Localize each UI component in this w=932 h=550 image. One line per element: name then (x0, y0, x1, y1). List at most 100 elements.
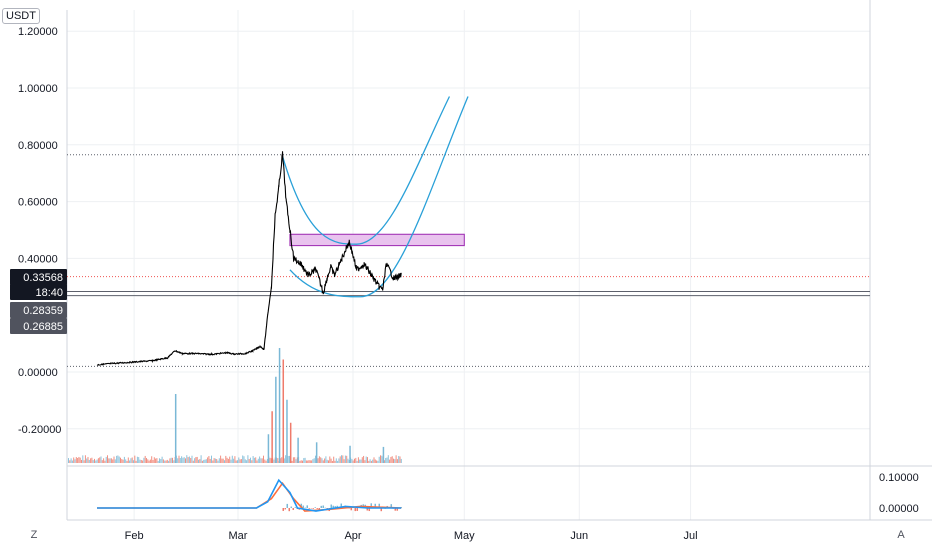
oscillator-hist-bar (332, 505, 335, 508)
volume-bar (253, 457, 255, 463)
volume-bar (365, 456, 367, 463)
volume-bar (378, 456, 380, 463)
volume-bar (357, 457, 359, 463)
volume-bar (146, 458, 147, 463)
volume-bar (331, 460, 333, 463)
auto-scale-button[interactable]: A (897, 529, 905, 541)
zoom-button[interactable]: Z (30, 529, 38, 541)
volume-bar (368, 460, 370, 463)
volume-bar (174, 394, 177, 463)
volume-bar (79, 457, 81, 463)
volume-bar (376, 460, 378, 463)
volume-bar (333, 456, 335, 463)
volume-bar (367, 457, 368, 463)
volume-bar (125, 459, 127, 463)
volume-bar (198, 459, 199, 463)
volume-bar (338, 458, 340, 463)
volume-bar (233, 458, 235, 463)
volume-bar (250, 457, 251, 463)
volume-bar (237, 460, 238, 463)
volume-bar (382, 446, 385, 463)
price-labels: 0.33568 18:40 0.28359 0.26885 (10, 269, 67, 334)
cup-curve[interactable] (281, 96, 451, 245)
oscillator-hist-bar (374, 503, 377, 508)
volume-bar (165, 460, 167, 463)
volume-bar (264, 459, 266, 463)
volume-bar (373, 457, 375, 463)
volume-bar (251, 460, 253, 463)
volume-bar (161, 456, 163, 463)
volume-bar (303, 458, 305, 463)
volume-bar (108, 458, 110, 463)
volume-bar (265, 460, 267, 463)
volume-bar (168, 460, 170, 463)
volume-bar (300, 460, 302, 463)
volume-bar (214, 458, 216, 463)
price-label: 18:40 (35, 287, 63, 299)
volume-bar (95, 460, 97, 463)
volume-bar (291, 460, 293, 463)
oscillator-hist-bar (350, 508, 353, 511)
volume-bar (380, 455, 381, 463)
volume-bar (190, 457, 192, 463)
volume-bar (87, 456, 89, 463)
volume-bar (400, 458, 402, 463)
volume-bar (386, 457, 388, 463)
volume-bar (179, 458, 181, 463)
volume-bar (271, 411, 273, 463)
volume-bar (294, 457, 296, 463)
oscillator-hist-bar (390, 504, 393, 508)
resistance-box[interactable] (289, 233, 465, 247)
volume-bar (346, 455, 348, 463)
volume-bar (216, 459, 218, 463)
volume-bar (394, 459, 396, 463)
volume-bar (347, 458, 349, 463)
volume-bar (269, 457, 271, 463)
x-tick-label: Mar (229, 530, 248, 542)
oscillator-hist-bar (322, 505, 325, 508)
volume-bar (212, 460, 214, 463)
cup-curves[interactable] (281, 96, 469, 298)
volume-bar (395, 455, 397, 463)
volume-bar (355, 457, 357, 463)
volume-bar (113, 456, 115, 463)
price-label-bg (10, 284, 67, 300)
volume-bar (103, 458, 105, 463)
volume-bar (122, 459, 124, 463)
oscillator-hist-bar (302, 505, 305, 508)
volume-bar (315, 455, 316, 463)
volume-bar (203, 459, 205, 463)
volume-bar (172, 457, 173, 463)
oscillator-hist-bar (370, 503, 373, 508)
volume-bar (138, 457, 140, 463)
volume-bar (266, 458, 268, 463)
volume-bars (68, 348, 402, 463)
volume-bar (83, 460, 85, 463)
volume-bar (136, 456, 138, 463)
volume-bar (383, 460, 385, 463)
volume-bar (248, 458, 250, 463)
volume-bar (381, 455, 383, 463)
oscillator-hist-bar (330, 504, 333, 508)
volume-bar (139, 459, 141, 463)
volume-bar (229, 456, 231, 463)
volume-bar (86, 458, 88, 463)
volume-bar (99, 457, 101, 463)
volume-bar (374, 459, 376, 463)
volume-bar (302, 460, 303, 463)
resistance-box-layer[interactable] (289, 233, 465, 247)
volume-bar (126, 460, 128, 463)
currency-badge[interactable]: USDT (2, 8, 40, 24)
volume-bar (311, 460, 313, 463)
volume-bar (297, 437, 299, 463)
volume-bar (398, 456, 400, 463)
oscillator-hist-bar (300, 503, 303, 508)
volume-bar (295, 459, 297, 463)
volume-bar (257, 458, 259, 463)
cup-curve[interactable] (289, 96, 469, 298)
volume-bar (370, 460, 372, 463)
oscillator-hist-bar (340, 503, 343, 508)
volume-bar (320, 457, 322, 463)
x-tick-label: Jun (570, 530, 588, 542)
